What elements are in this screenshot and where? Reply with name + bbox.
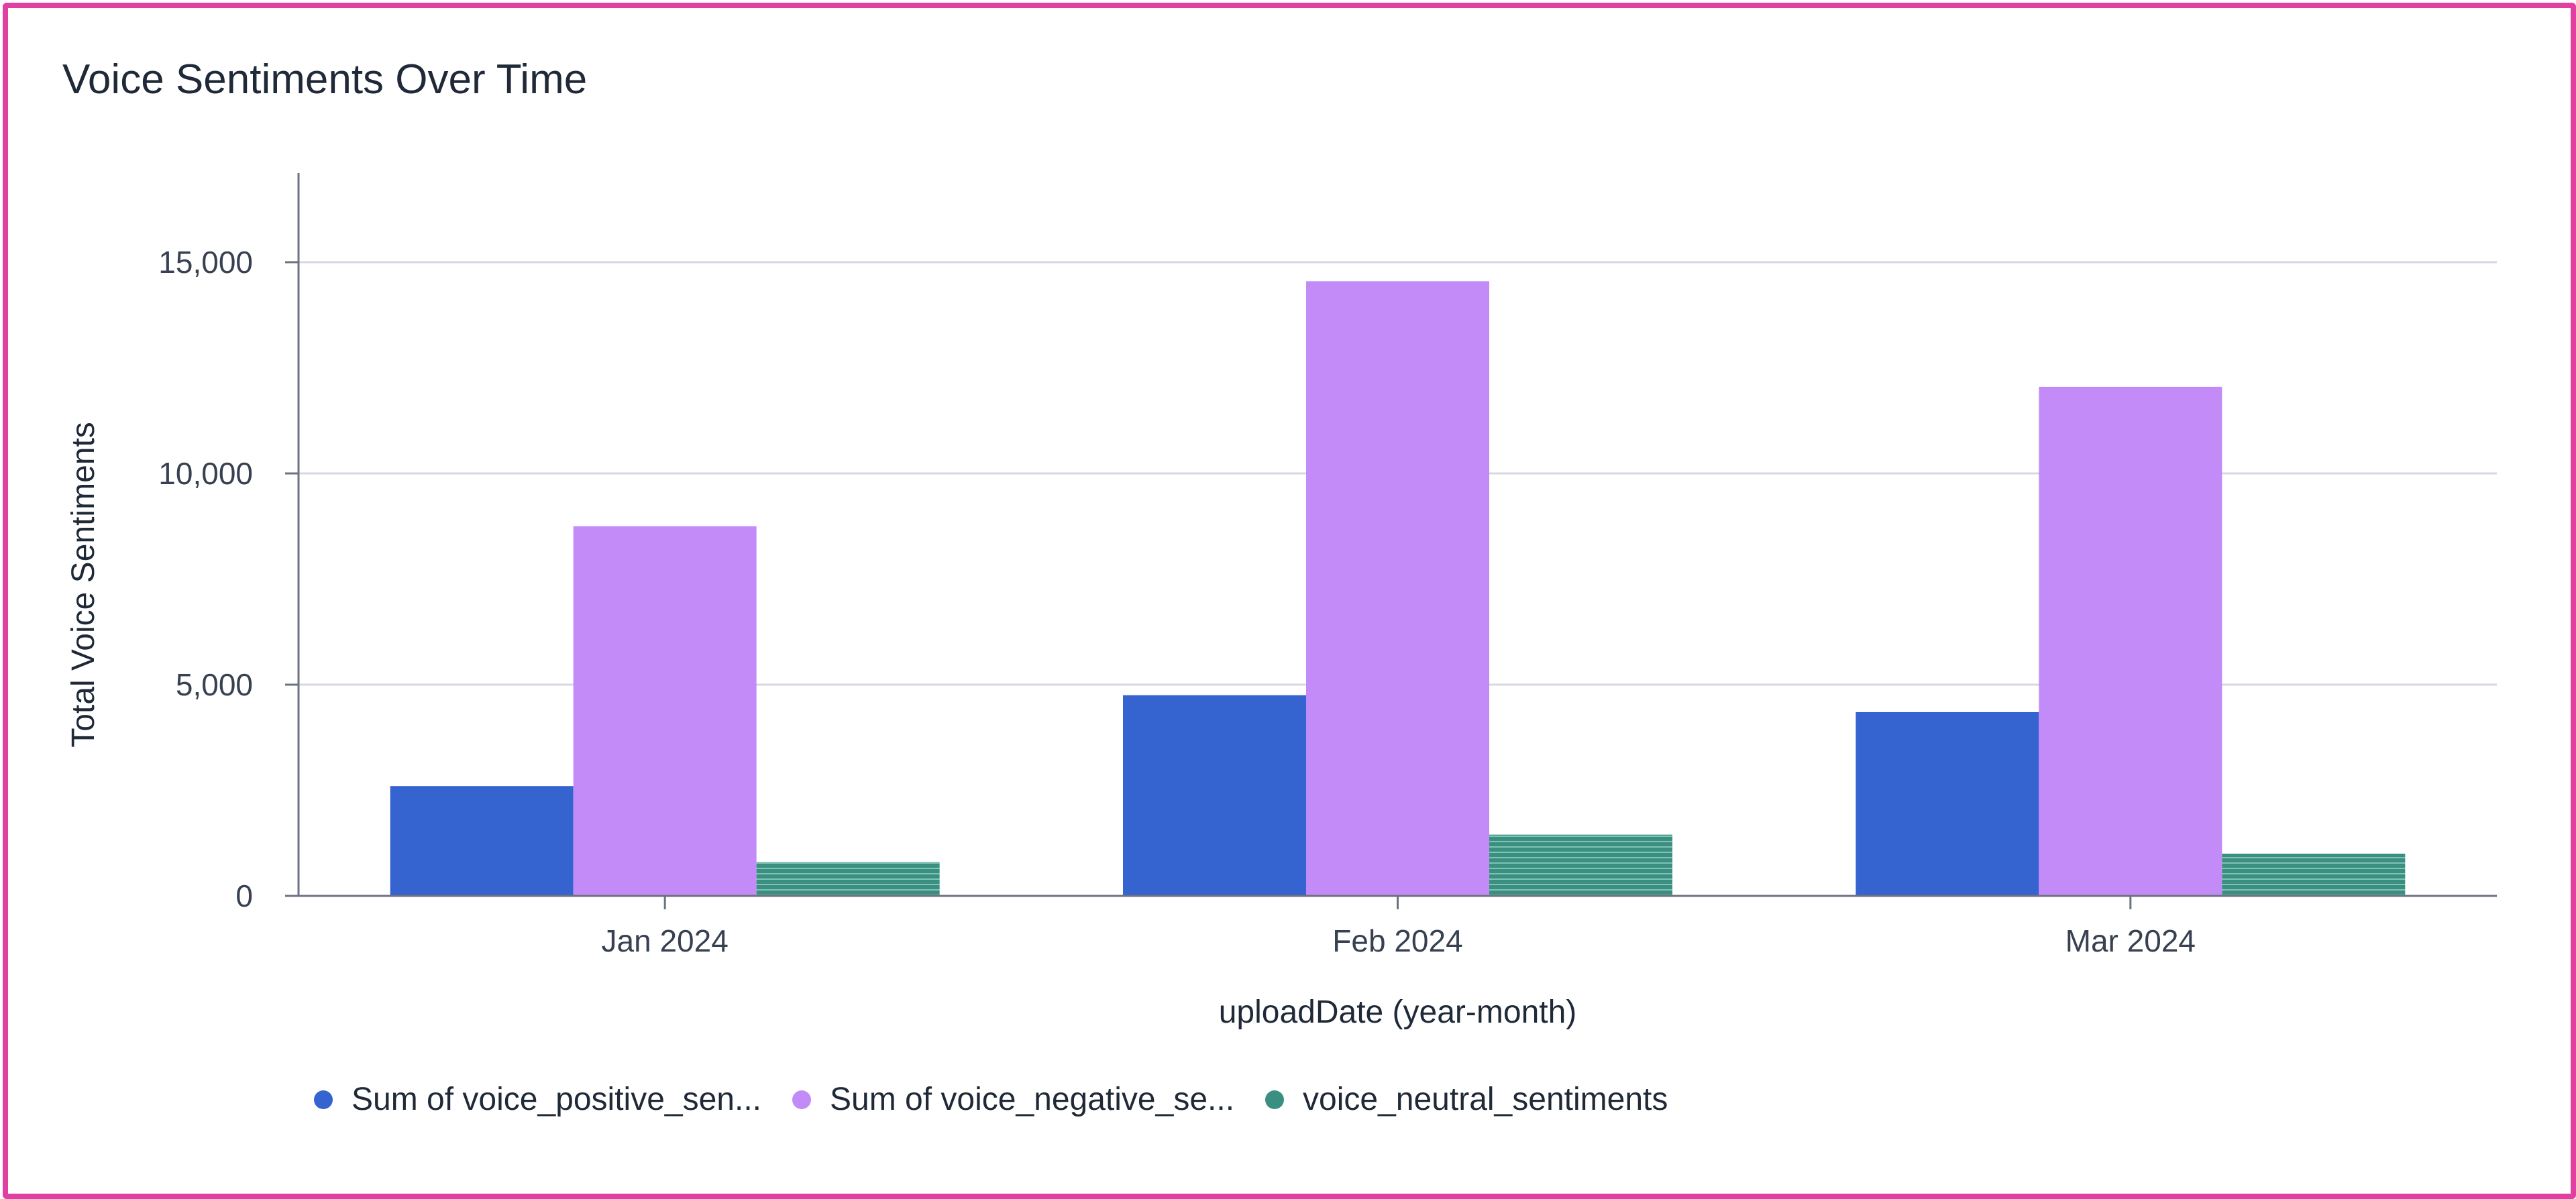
- legend-swatch-icon: [792, 1090, 811, 1109]
- chart-legend: Sum of voice_positive_sen... Sum of voice…: [314, 1081, 1699, 1118]
- y-tick-label: 0: [235, 878, 253, 913]
- bar-positive[interactable]: [390, 786, 574, 896]
- axes: [285, 173, 2497, 909]
- legend-label: Sum of voice_positive_sen...: [352, 1082, 761, 1117]
- y-axis-title: Total Voice Sentiments: [66, 422, 101, 748]
- x-axis-title: uploadDate (year-month): [1219, 994, 1577, 1030]
- y-tick-label: 10,000: [158, 456, 253, 491]
- legend-label: voice_neutral_sentiments: [1303, 1082, 1668, 1117]
- bar-neutral[interactable]: [2222, 854, 2406, 896]
- bar-positive[interactable]: [1123, 695, 1306, 896]
- bar-neutral[interactable]: [756, 862, 940, 896]
- x-tick-label: Jan 2024: [602, 923, 729, 958]
- legend-label: Sum of voice_negative_se...: [830, 1082, 1235, 1117]
- chart-title: Voice Sentiments Over Time: [62, 56, 588, 103]
- axis-labels: 0 5,000 10,000 15,000 Jan 2024 Feb 2024 Mar 20…: [66, 245, 2196, 1030]
- y-tick-label: 15,000: [158, 245, 253, 280]
- legend-item[interactable]: Sum of voice_positive_sen...: [314, 1081, 761, 1118]
- bars: [390, 281, 2406, 897]
- bar-negative[interactable]: [1306, 281, 1489, 897]
- bar-positive[interactable]: [1856, 711, 2039, 896]
- legend-swatch-icon: [314, 1090, 333, 1109]
- legend-item[interactable]: Sum of voice_negative_se...: [792, 1081, 1234, 1118]
- bar-neutral[interactable]: [1489, 834, 1672, 896]
- y-tick-label: 5,000: [176, 667, 253, 702]
- x-tick-label: Feb 2024: [1332, 923, 1462, 958]
- legend-item[interactable]: voice_neutral_sentiments: [1265, 1081, 1668, 1118]
- x-tick-label: Mar 2024: [2065, 923, 2196, 958]
- bar-negative[interactable]: [573, 526, 757, 896]
- legend-swatch-icon: [1265, 1090, 1285, 1109]
- bar-negative[interactable]: [2039, 386, 2222, 896]
